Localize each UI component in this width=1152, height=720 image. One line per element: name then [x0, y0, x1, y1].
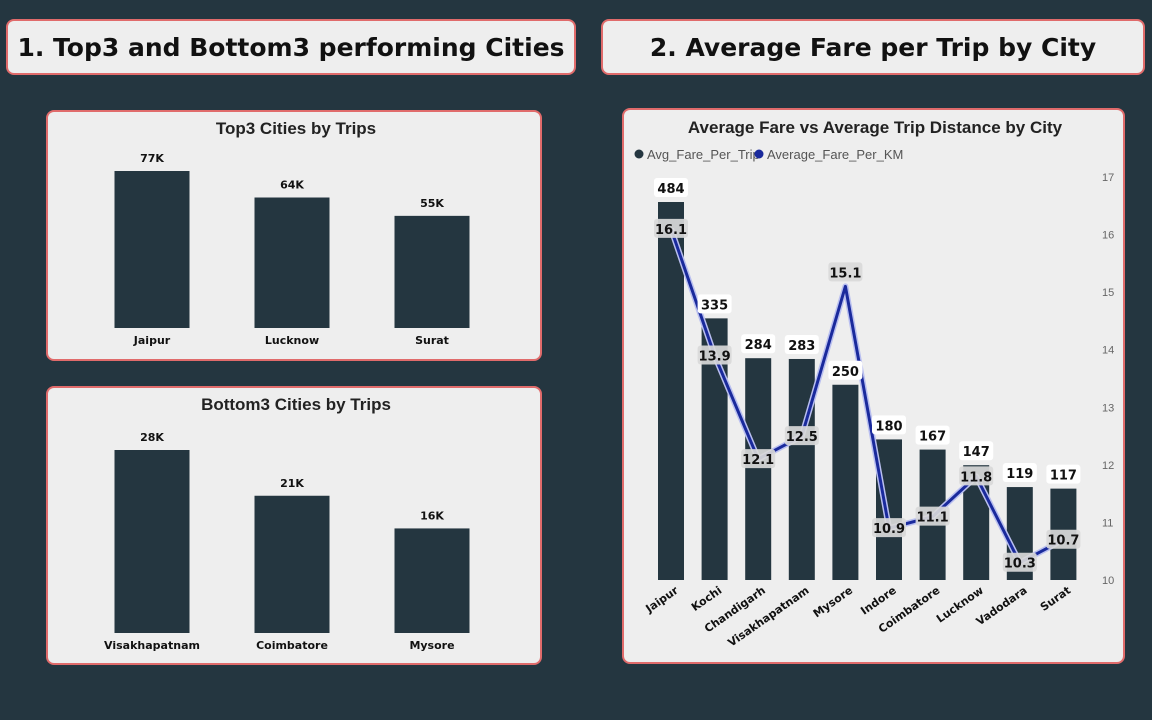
- bottom3-value-label: 16K: [420, 509, 444, 522]
- fare-value-label: 484: [657, 182, 684, 197]
- top3-value-label: 64K: [280, 179, 304, 192]
- fare-value-label: 250: [832, 365, 859, 380]
- bottom3-chart-title: Bottom3 Cities by Trips: [201, 395, 391, 414]
- fare-value-label-bg: [872, 415, 906, 435]
- bottom3-value-label: 28K: [140, 431, 164, 444]
- right-axis-tick: 13: [1102, 402, 1114, 414]
- top3-category-label: Lucknow: [265, 334, 319, 347]
- fare-per-km-label: 11.8: [960, 470, 992, 485]
- fare-value-label-bg: [828, 360, 863, 380]
- fare-per-km-label: 10.7: [1047, 534, 1079, 549]
- top3-chart-title: Top3 Cities by Trips: [216, 119, 376, 138]
- fare-bar-indore[interactable]: [876, 439, 902, 580]
- section-header-top-bottom: 1. Top3 and Bottom3 performing Cities: [6, 19, 576, 75]
- right-axis-tick: 16: [1102, 230, 1114, 242]
- legend-label-avg-fare-per-trip: Avg_Fare_Per_Trip: [647, 147, 760, 162]
- x-axis-category-label: Mysore: [811, 584, 855, 621]
- right-axis-tick: 17: [1102, 172, 1114, 184]
- fare-per-km-label-bg: [654, 218, 688, 238]
- fare-value-label-bg: [741, 334, 776, 354]
- bottom3-cities-panel: Bottom3 Cities by Trips 28K Visakhapatnam…: [46, 386, 542, 665]
- bottom3-category-label: Visakhapatnam: [104, 639, 200, 652]
- top3-category-label: Jaipur: [133, 334, 171, 347]
- fare-value-label: 335: [701, 298, 728, 313]
- fare-value-label: 167: [919, 430, 946, 445]
- fare-per-km-line-glow: [668, 227, 1065, 566]
- avg-fare-combo-chart: Average Fare vs Average Trip Distance by…: [634, 118, 1114, 650]
- fare-value-label-bg: [697, 294, 732, 314]
- bottom3-category-label: Coimbatore: [256, 639, 328, 652]
- right-axis-tick: 12: [1102, 460, 1114, 472]
- top3-bar-jaipur[interactable]: [114, 171, 190, 328]
- fare-per-km-label: 13.9: [699, 349, 731, 364]
- fare-per-km-label: 12.5: [786, 430, 818, 445]
- fare-per-km-label: 10.3: [1004, 557, 1036, 572]
- x-axis-category-label: Jaipur: [643, 583, 682, 615]
- fare-value-label: 117: [1050, 469, 1077, 484]
- fare-per-km-label-bg: [1002, 552, 1037, 572]
- fare-per-km-label-bg: [697, 345, 732, 365]
- fare-value-label-bg: [784, 334, 819, 354]
- fare-value-label-bg: [915, 425, 950, 445]
- avg-fare-chart-title: Average Fare vs Average Trip Distance by…: [688, 118, 1063, 137]
- fare-per-km-label-bg: [828, 262, 863, 282]
- fare-value-label: 283: [788, 339, 815, 354]
- right-axis-tick: 14: [1102, 345, 1114, 357]
- right-axis-tick: 15: [1102, 287, 1114, 299]
- chart-legend[interactable]: Avg_Fare_Per_Trip Average_Fare_Per_KM: [634, 147, 904, 162]
- x-axis-category-label: Surat: [1038, 584, 1073, 614]
- fare-per-km-label: 15.1: [829, 266, 861, 281]
- right-axis-tick: 10: [1102, 575, 1114, 587]
- bottom3-bar-coimbatore[interactable]: [254, 495, 330, 633]
- fare-per-km-label-bg: [872, 518, 906, 538]
- section-title-right: 2. Average Fare per Trip by City: [649, 32, 1097, 62]
- fare-per-km-label-bg: [959, 466, 994, 486]
- fare-per-km-label-bg: [784, 426, 819, 446]
- fare-per-km-label-bg: [1046, 529, 1081, 549]
- x-axis-category-label: Kochi: [689, 584, 724, 614]
- section-title-left: 1. Top3 and Bottom3 performing Cities: [17, 32, 565, 62]
- fare-bar-mysore[interactable]: [832, 384, 859, 580]
- bottom3-category-label: Mysore: [409, 639, 454, 652]
- top3-cities-panel: Top3 Cities by Trips 77K Jaipur 64K Lucknow…: [46, 110, 542, 361]
- fare-per-km-label-bg: [915, 506, 950, 526]
- avg-fare-panel: Average Fare vs Average Trip Distance by…: [622, 108, 1125, 664]
- top3-bar-surat[interactable]: [394, 215, 470, 328]
- fare-per-km-line[interactable]: [669, 228, 1065, 565]
- top3-cities-chart: Top3 Cities by Trips 77K Jaipur 64K Lucknow…: [114, 119, 470, 347]
- fare-bar-chandigarh[interactable]: [745, 358, 772, 580]
- bottom3-value-label: 21K: [280, 477, 304, 490]
- fare-per-km-label: 10.9: [873, 522, 905, 537]
- bottom3-bar-mysore[interactable]: [394, 528, 470, 633]
- fare-value-label: 119: [1006, 467, 1033, 482]
- fare-value-label-bg: [959, 441, 994, 461]
- fare-value-label-bg: [1046, 464, 1081, 484]
- legend-dot-avg-fare-per-km: [754, 149, 764, 159]
- fare-bar-visakhapatnam[interactable]: [788, 358, 815, 580]
- x-axis-category-label: Visakhapatnam: [726, 584, 812, 650]
- fare-bar-jaipur[interactable]: [658, 202, 684, 580]
- right-axis-tick: 11: [1102, 517, 1113, 529]
- legend-dot-avg-fare-per-trip: [634, 149, 644, 159]
- section-header-avg-fare: 2. Average Fare per Trip by City: [601, 19, 1145, 75]
- top3-value-label: 55K: [420, 197, 444, 210]
- fare-per-km-label: 12.1: [742, 453, 774, 468]
- fare-per-km-label-bg: [741, 449, 776, 469]
- top3-value-label: 77K: [140, 152, 164, 165]
- fare-value-label: 147: [963, 445, 990, 460]
- fare-value-label: 180: [875, 419, 902, 434]
- bottom3-cities-chart: Bottom3 Cities by Trips 28K Visakhapatnam…: [104, 395, 470, 652]
- fare-per-km-label: 11.1: [917, 511, 949, 526]
- bottom3-bar-visakhapatnam[interactable]: [114, 450, 190, 633]
- legend-label-avg-fare-per-km: Average_Fare_Per_KM: [767, 147, 903, 162]
- top3-category-label: Surat: [415, 334, 449, 347]
- fare-per-km-label: 16.1: [655, 223, 687, 238]
- fare-value-label: 284: [745, 338, 772, 353]
- fare-value-label-bg: [654, 178, 688, 197]
- fare-value-label-bg: [1002, 463, 1037, 483]
- top3-bar-lucknow[interactable]: [254, 197, 330, 328]
